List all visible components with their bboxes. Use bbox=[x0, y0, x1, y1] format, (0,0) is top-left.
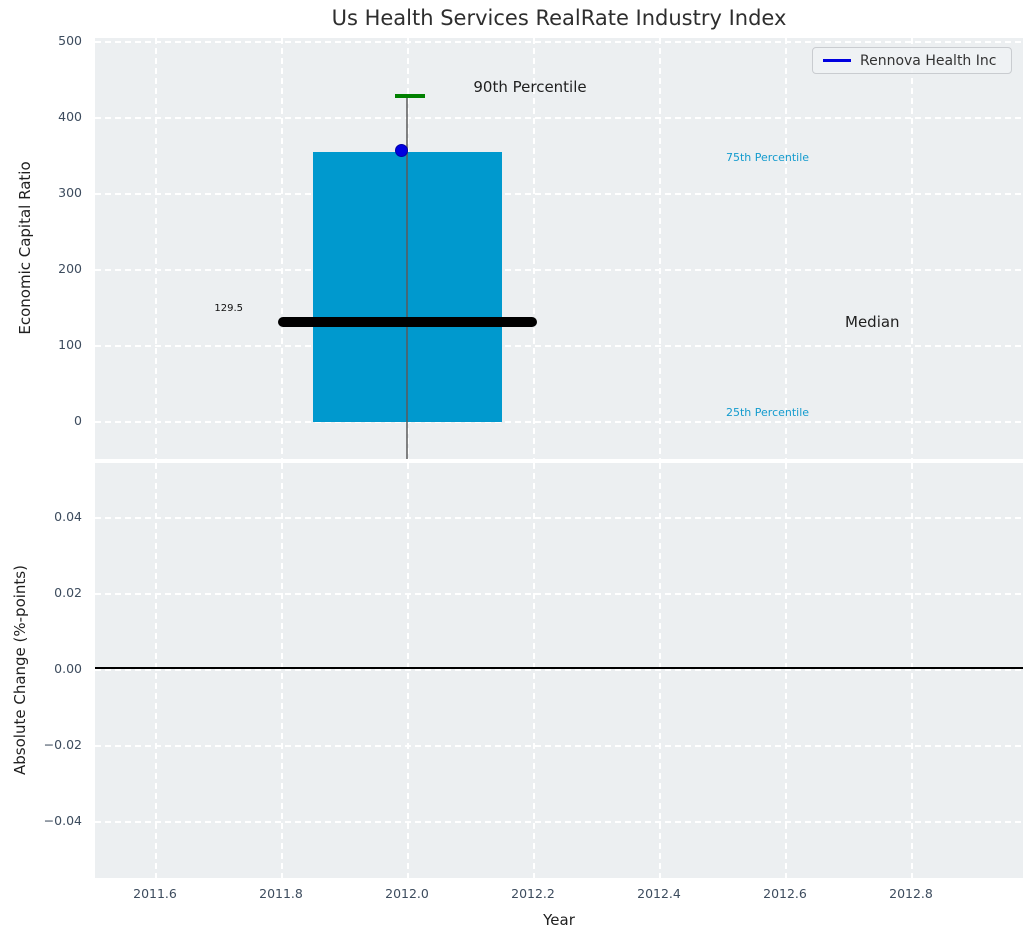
gridline bbox=[95, 421, 1023, 423]
ytick-bottom-0.04: 0.04 bbox=[54, 509, 82, 524]
gridline bbox=[155, 38, 157, 459]
ytick-top-100: 100 bbox=[58, 337, 82, 352]
gridline bbox=[95, 593, 1023, 595]
legend-line-icon bbox=[823, 59, 851, 62]
ytick-bottom-0.00: 0.00 bbox=[54, 661, 82, 676]
legend-label: Rennova Health Inc bbox=[860, 52, 997, 69]
median-value-label: 129.5 bbox=[214, 303, 243, 314]
gridline bbox=[281, 38, 283, 459]
legend: Rennova Health Inc bbox=[812, 47, 1012, 74]
gridline bbox=[407, 463, 409, 878]
xtick-2012.4: 2012.4 bbox=[637, 886, 681, 901]
median-annotation: Median bbox=[845, 313, 900, 331]
xtick-2012.6: 2012.6 bbox=[763, 886, 807, 901]
xtick-2011.6: 2011.6 bbox=[133, 886, 177, 901]
xlabel: Year bbox=[543, 911, 575, 929]
gridline bbox=[533, 463, 535, 878]
ytick-bottom--0.04: −0.04 bbox=[43, 813, 82, 828]
gridline bbox=[911, 463, 913, 878]
zero-line bbox=[95, 667, 1023, 669]
ytick-top-400: 400 bbox=[58, 109, 82, 124]
ytick-top-0: 0 bbox=[74, 413, 82, 428]
chart-title: Us Health Services RealRate Industry Ind… bbox=[331, 6, 787, 30]
ylabel-top: Economic Capital Ratio bbox=[16, 161, 34, 335]
gridline bbox=[155, 463, 157, 878]
gridline bbox=[95, 269, 1023, 271]
gridline bbox=[785, 463, 787, 878]
company-marker-dot bbox=[395, 144, 408, 157]
gridline bbox=[95, 41, 1023, 43]
gridline bbox=[659, 463, 661, 878]
p90-annotation: 90th Percentile bbox=[473, 78, 587, 96]
gridline bbox=[95, 821, 1023, 823]
xtick-2012.2: 2012.2 bbox=[511, 886, 555, 901]
gridline bbox=[281, 463, 283, 878]
gridline bbox=[95, 745, 1023, 747]
ytick-top-200: 200 bbox=[58, 261, 82, 276]
ytick-top-500: 500 bbox=[58, 33, 82, 48]
gridline bbox=[95, 345, 1023, 347]
ylabel-bottom: Absolute Change (%-points) bbox=[11, 565, 29, 775]
bottom-plot-area bbox=[95, 463, 1023, 878]
p75-annotation: 75th Percentile bbox=[726, 151, 810, 164]
p25-annotation: 25th Percentile bbox=[726, 406, 810, 419]
gridline bbox=[911, 38, 913, 459]
top-plot-area: 129.5 90th Percentile 75th Percentile Me… bbox=[95, 38, 1023, 459]
ytick-bottom--0.02: −0.02 bbox=[43, 737, 82, 752]
gridline bbox=[95, 517, 1023, 519]
gridline bbox=[95, 117, 1023, 119]
whisker-cap-90th bbox=[395, 94, 425, 98]
gridline bbox=[533, 38, 535, 459]
xtick-2012.0: 2012.0 bbox=[385, 886, 429, 901]
gridline bbox=[95, 193, 1023, 195]
xtick-2011.8: 2011.8 bbox=[259, 886, 303, 901]
ytick-top-300: 300 bbox=[58, 185, 82, 200]
whisker-line bbox=[406, 96, 408, 459]
gridline bbox=[95, 669, 1023, 671]
gridline bbox=[785, 38, 787, 459]
gridline bbox=[659, 38, 661, 459]
xtick-2012.8: 2012.8 bbox=[889, 886, 933, 901]
median-line bbox=[278, 317, 537, 327]
ytick-bottom-0.02: 0.02 bbox=[54, 585, 82, 600]
